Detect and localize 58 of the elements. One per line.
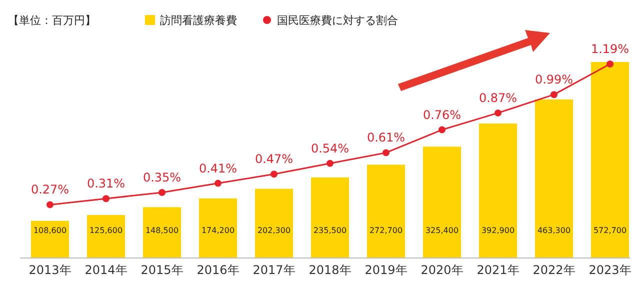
point	[326, 160, 334, 167]
bar	[143, 207, 181, 258]
legend-label: 訪問看護療養費	[160, 14, 237, 27]
legend-label: 国民医療費に対する割合	[277, 14, 398, 27]
x-tick-label: 2017年	[252, 263, 296, 277]
data-label: 272,700	[369, 226, 403, 235]
data-label: 0.27%	[30, 182, 70, 197]
point	[270, 170, 278, 178]
data-label: 0.54%	[310, 141, 350, 156]
x-tick-label: 2015年	[140, 263, 184, 277]
x-tick-label: 2014年	[84, 263, 128, 277]
x-tick-label: 2021年	[476, 263, 520, 277]
data-label: 174,200	[201, 226, 235, 235]
data-label: 125,600	[89, 226, 123, 235]
data-label: 1.19%	[590, 42, 630, 56]
data-label: 392,900	[481, 226, 515, 235]
data-label: 202,300	[257, 226, 291, 235]
data-label: 0.87%	[478, 90, 518, 105]
point	[550, 91, 558, 98]
bar	[423, 146, 461, 258]
bar	[535, 99, 573, 258]
bar	[31, 220, 69, 258]
x-tick-label: 2018年	[308, 263, 352, 277]
x-tick-label: 2020年	[420, 263, 464, 277]
bar	[255, 188, 293, 258]
text: 【単位：百万円】	[8, 14, 96, 27]
point	[494, 109, 502, 116]
data-label: 108,600	[33, 226, 67, 235]
data-label: 0.31%	[86, 176, 126, 191]
point	[382, 149, 390, 156]
point	[158, 188, 166, 196]
bar	[87, 215, 125, 258]
bar	[311, 177, 349, 258]
data-label: 463,300	[537, 226, 571, 235]
point	[102, 195, 110, 202]
x-tick-label: 2016年	[196, 263, 240, 277]
point	[606, 60, 614, 68]
data-label: 0.76%	[422, 108, 462, 122]
x-tick-label: 2013年	[28, 263, 72, 277]
point	[46, 201, 54, 208]
data-label: 0.35%	[142, 170, 182, 184]
data-label: 0.61%	[366, 130, 406, 145]
data-label: 0.41%	[198, 161, 238, 176]
data-label: 325,400	[425, 226, 459, 235]
bar	[367, 164, 405, 258]
data-label: 0.47%	[254, 152, 294, 166]
point	[438, 126, 446, 134]
bar	[479, 124, 517, 258]
x-tick-label: 2019年	[364, 263, 408, 277]
bar	[591, 62, 629, 258]
point	[214, 180, 222, 187]
x-tick-label: 2022年	[532, 263, 576, 277]
data-label: 572,700	[593, 226, 627, 235]
x-tick-label: 2023年	[588, 263, 632, 277]
bar	[199, 198, 237, 258]
data-label: 148,500	[145, 226, 179, 235]
data-label: 0.99%	[534, 72, 574, 87]
data-label: 235,500	[313, 226, 347, 235]
